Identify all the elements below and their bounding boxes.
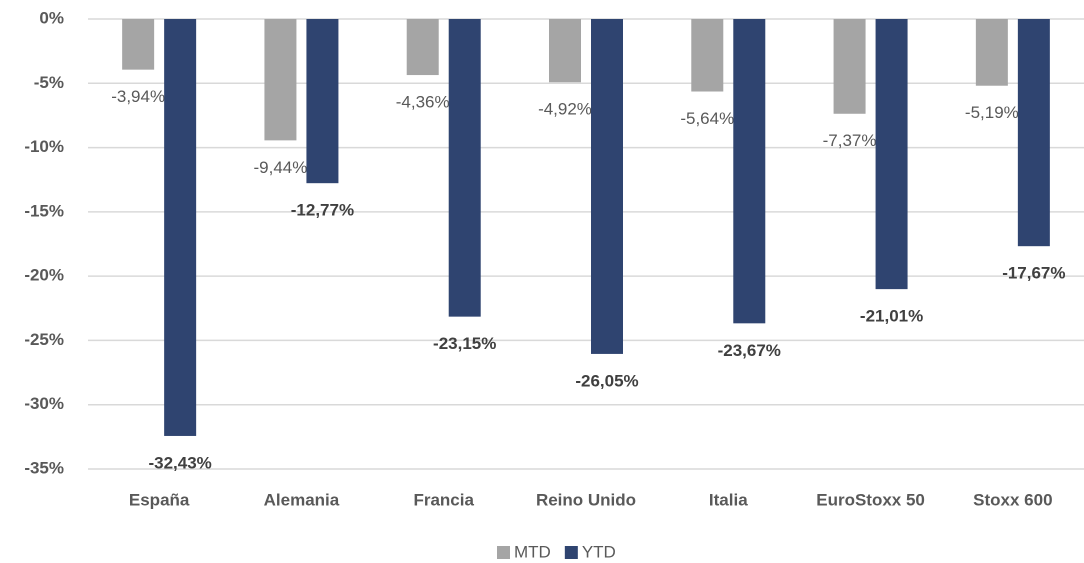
- bar: [164, 19, 197, 436]
- bar: [975, 19, 1008, 86]
- y-tick-label: -25%: [24, 330, 64, 349]
- bar: [591, 19, 623, 354]
- y-tick-label: -30%: [24, 394, 64, 413]
- bar: [306, 19, 339, 184]
- data-label: -5,19%: [965, 103, 1019, 122]
- y-tick-label: -10%: [24, 137, 64, 156]
- x-tick-label: Stoxx 600: [973, 490, 1052, 509]
- data-label: -32,43%: [148, 453, 211, 472]
- y-tick-label: -15%: [24, 201, 64, 220]
- data-label: -21,01%: [860, 307, 923, 326]
- data-label: -12,77%: [291, 201, 354, 220]
- bar: [875, 19, 908, 290]
- data-label: -23,15%: [433, 334, 496, 353]
- data-label: -4,36%: [396, 93, 450, 112]
- legend-label: YTD: [582, 542, 616, 561]
- data-label: -17,67%: [1002, 264, 1065, 283]
- bar: [122, 19, 155, 70]
- x-tick-label: Reino Unido: [536, 490, 636, 509]
- x-tick-label: EuroStoxx 50: [816, 490, 925, 509]
- y-tick-label: 0%: [39, 8, 64, 27]
- legend-swatch: [564, 546, 578, 559]
- data-label: -7,37%: [823, 131, 877, 150]
- bar: [691, 19, 724, 92]
- bar: [1017, 19, 1050, 247]
- data-label: -9,44%: [253, 158, 307, 177]
- y-tick-label: -35%: [24, 458, 64, 477]
- legend-label: MTD: [514, 542, 551, 561]
- data-label: -4,92%: [538, 100, 592, 119]
- bar: [549, 19, 581, 83]
- data-label: -26,05%: [575, 371, 638, 390]
- x-tick-label: España: [129, 490, 190, 509]
- bar: [406, 19, 439, 76]
- data-label: -3,94%: [111, 87, 165, 106]
- x-tick-label: Italia: [709, 490, 748, 509]
- y-tick-label: -5%: [34, 73, 64, 92]
- bar: [448, 19, 481, 317]
- bar: [833, 19, 866, 114]
- y-tick-label: -20%: [24, 266, 64, 285]
- x-tick-label: Alemania: [264, 490, 340, 509]
- x-tick-label: Francia: [413, 490, 474, 509]
- data-label: -5,64%: [680, 109, 734, 128]
- bar: [264, 19, 297, 141]
- legend-swatch: [497, 546, 510, 559]
- data-label: -23,67%: [718, 341, 781, 360]
- bar: [733, 19, 766, 324]
